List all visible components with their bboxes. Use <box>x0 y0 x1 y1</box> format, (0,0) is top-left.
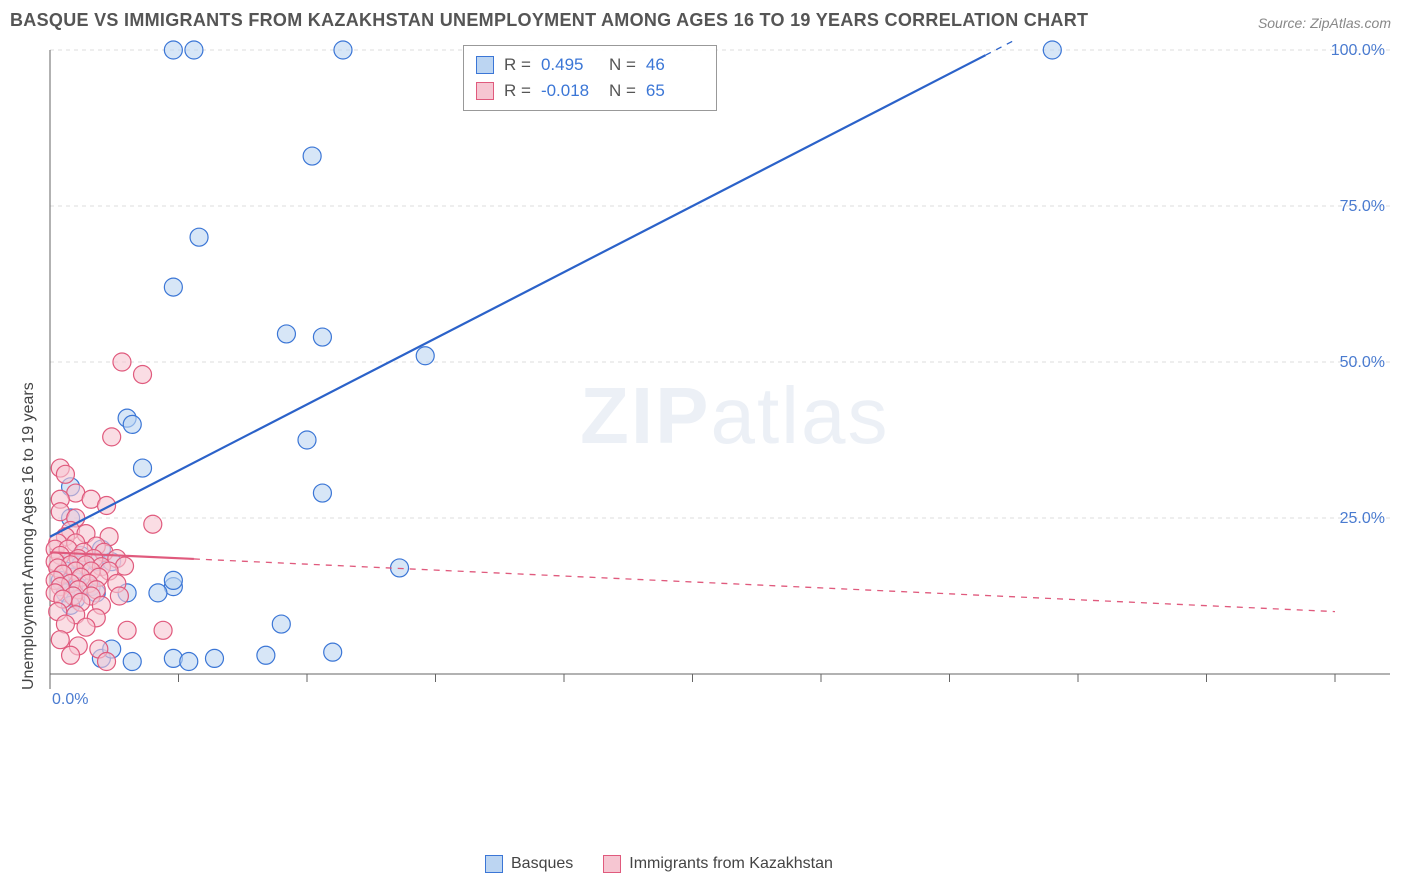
svg-text:25.0%: 25.0% <box>1340 510 1385 527</box>
legend-swatch <box>485 855 503 873</box>
svg-text:100.0%: 100.0% <box>1331 42 1385 59</box>
legend-swatch <box>603 855 621 873</box>
n-label: N = <box>609 52 636 78</box>
series-swatch <box>476 82 494 100</box>
legend-label: Basques <box>511 855 573 873</box>
stats-row: R = -0.018 N = 65 <box>476 78 704 104</box>
r-label: R = <box>504 52 531 78</box>
n-value: 46 <box>646 52 704 78</box>
stats-legend-box: R = 0.495 N = 46 R = -0.018 N = 65 <box>463 45 717 111</box>
r-label: R = <box>504 78 531 104</box>
x-legend: Basques Immigrants from Kazakhstan <box>485 855 833 873</box>
source-label: Source: ZipAtlas.com <box>1258 15 1391 31</box>
source-link[interactable]: ZipAtlas.com <box>1310 15 1391 31</box>
r-value: 0.495 <box>541 52 599 78</box>
legend-item: Immigrants from Kazakhstan <box>603 855 833 873</box>
svg-text:75.0%: 75.0% <box>1340 198 1385 215</box>
n-label: N = <box>609 78 636 104</box>
legend-item: Basques <box>485 855 573 873</box>
svg-text:50.0%: 50.0% <box>1340 354 1385 371</box>
stats-row: R = 0.495 N = 46 <box>476 52 704 78</box>
scatter-plot: 25.0% 50.0% 75.0% 100.0% 0.0% <box>45 40 1390 835</box>
chart-title: BASQUE VS IMMIGRANTS FROM KAZAKHSTAN UNE… <box>10 10 1088 31</box>
r-value: -0.018 <box>541 78 599 104</box>
legend-label: Immigrants from Kazakhstan <box>629 855 833 873</box>
series-swatch <box>476 56 494 74</box>
svg-text:0.0%: 0.0% <box>52 691 88 708</box>
n-value: 65 <box>646 78 704 104</box>
source-prefix: Source: <box>1258 15 1310 31</box>
y-axis-label: Unemployment Among Ages 16 to 19 years <box>20 382 38 690</box>
